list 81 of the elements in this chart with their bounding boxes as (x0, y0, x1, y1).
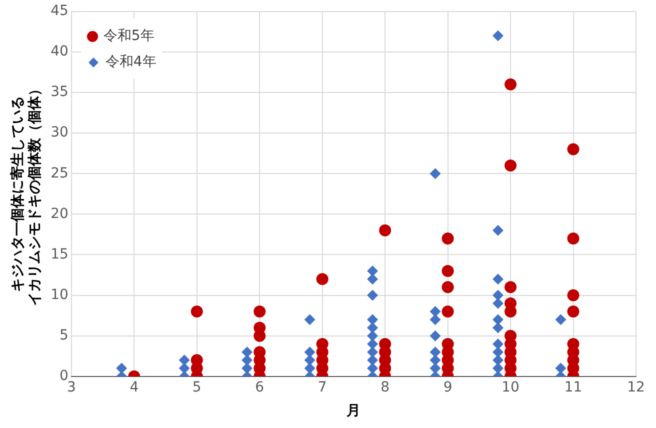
point (430, 314, 441, 326)
point (367, 362, 378, 374)
x-tick-label: 9 (443, 379, 452, 396)
point (316, 338, 328, 350)
point (367, 322, 378, 334)
point (430, 354, 441, 366)
point (555, 362, 566, 374)
point (492, 362, 504, 374)
y-tick-label: 15 (50, 246, 68, 262)
y-tick-label: 35 (50, 84, 68, 100)
x-tick-label: 4 (130, 379, 139, 396)
point (430, 306, 441, 318)
x-tick-label: 8 (380, 379, 390, 396)
point (492, 338, 504, 350)
y-tick-label: 5 (59, 327, 68, 344)
point (567, 338, 580, 350)
point (430, 346, 441, 358)
point (116, 362, 128, 374)
point (492, 274, 504, 285)
point (242, 362, 253, 374)
point (555, 314, 566, 326)
point (430, 168, 441, 180)
x-tick-label: 6 (255, 379, 264, 396)
point (367, 265, 378, 276)
point (567, 143, 580, 156)
point (242, 354, 253, 366)
x-tick-label: 10 (502, 379, 520, 396)
y-tick-label: 10 (50, 286, 68, 303)
y-tick-label: 40 (50, 44, 68, 60)
point (492, 314, 504, 326)
x-tick-label: 3 (66, 379, 76, 396)
legend-label: 令和4年 (105, 53, 156, 72)
point (316, 273, 328, 286)
point (367, 354, 378, 366)
x-tick-label: 7 (318, 379, 327, 396)
x-tick-label: 11 (564, 379, 582, 396)
point (304, 354, 316, 366)
point (442, 281, 454, 294)
x-tick-label: 5 (192, 379, 202, 396)
point (367, 346, 378, 358)
y-tick-label: 30 (50, 124, 68, 141)
point (178, 362, 190, 374)
point (304, 346, 316, 358)
y-tick-label: 45 (50, 3, 68, 20)
point (379, 338, 392, 350)
point (379, 224, 392, 236)
point (430, 362, 441, 374)
point (190, 306, 203, 318)
point (304, 314, 316, 326)
point (567, 289, 580, 302)
point (492, 354, 504, 366)
point (504, 78, 517, 90)
point (504, 160, 517, 172)
point (567, 306, 580, 318)
point (492, 322, 504, 334)
point (430, 330, 441, 342)
point (492, 224, 504, 236)
point (367, 290, 378, 301)
point (304, 362, 316, 374)
point (242, 346, 253, 358)
point (567, 232, 580, 245)
point (367, 274, 378, 285)
y-tick-label: 0 (59, 368, 68, 384)
x-tick-label: 12 (627, 379, 645, 396)
point (492, 298, 504, 309)
point (442, 232, 454, 245)
point (492, 30, 504, 42)
y-axis-title: キジハタ一個体に寄生しているイカリムシモドキの個体数（個体） (9, 82, 43, 306)
point (442, 338, 454, 350)
y-tick-label: 20 (50, 206, 68, 222)
point (442, 264, 454, 277)
point (492, 290, 504, 301)
point (367, 330, 378, 342)
y-tick-label: 25 (50, 165, 68, 182)
x-axis-title: 月 (346, 403, 361, 420)
point (442, 306, 454, 318)
point (504, 281, 517, 294)
legend-label: 令和5年 (103, 27, 154, 46)
point (178, 354, 190, 366)
point (367, 314, 378, 326)
point (254, 306, 266, 318)
